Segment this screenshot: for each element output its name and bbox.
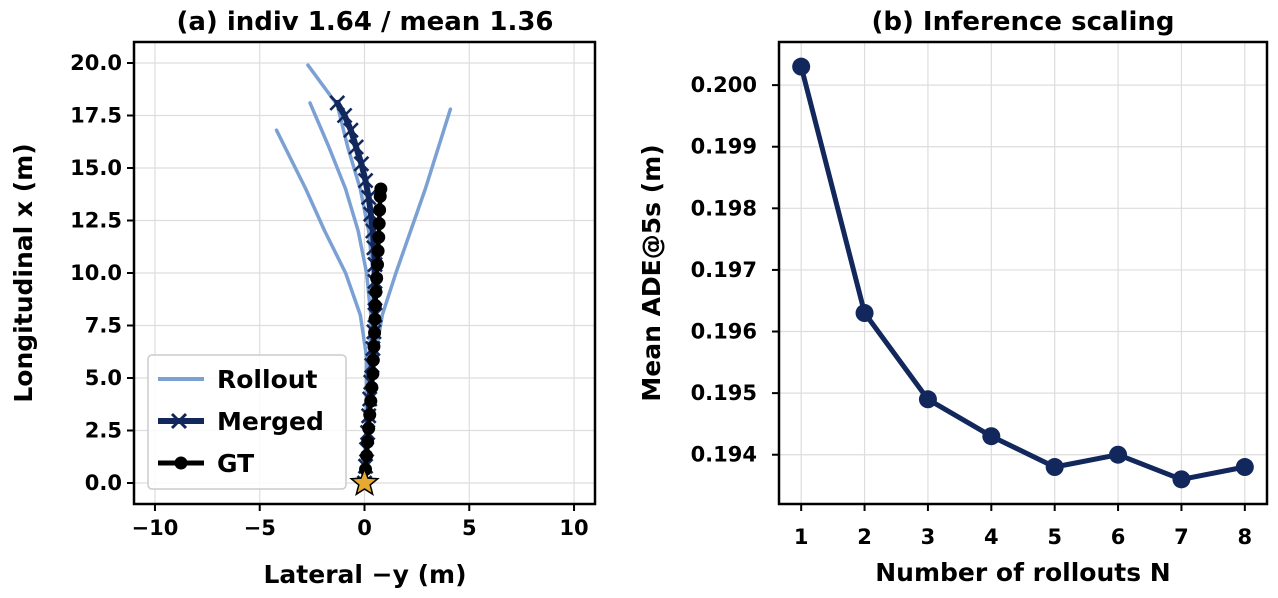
panel-b-ytick-label: 0.200 (691, 73, 757, 97)
gt-point (362, 421, 376, 435)
panel-a-xtick-label: −10 (132, 516, 179, 540)
panel-a-ytick-label: 10.0 (70, 261, 122, 285)
panel-b-title: (b) Inference scaling (872, 7, 1175, 37)
panel-b-ytick-label: 0.194 (691, 443, 757, 467)
panel-a-xtick-label: 5 (462, 516, 477, 540)
gt-point (366, 353, 380, 367)
gt-point (370, 258, 384, 272)
gt-point (364, 394, 378, 408)
panel-b-grid (779, 42, 1267, 504)
legend-rollout-label: Rollout (217, 365, 318, 394)
panel-b-ylabel: Mean ADE@5s (m) (637, 144, 666, 401)
panel-a-ytick-label: 7.5 (85, 314, 122, 338)
panel-a-ticks: −10 −5 0 5 10 0.0 2.5 5.0 7.5 10.0 12.5 15.0 17.5 20.… (70, 51, 588, 540)
ade-point (855, 304, 874, 323)
merged-point (342, 122, 359, 139)
gt-point (360, 449, 374, 463)
panel-b-xtick-label: 4 (984, 525, 999, 549)
merged-point (336, 107, 353, 124)
panel-b-ticks: 1 2 3 4 5 6 7 8 0.194 0.195 0.196 0.197 0.198 0.199 0.… (691, 73, 1253, 549)
panel-a-xtick-label: −5 (244, 516, 276, 540)
panel-b-xtick-label: 2 (857, 525, 872, 549)
legend-gt-marker (174, 456, 188, 470)
panel-b-xtick-label: 6 (1111, 525, 1126, 549)
panel-a-title: (a) indiv 1.64 / mean 1.36 (176, 7, 553, 37)
merged-point (329, 94, 346, 111)
gt-point (359, 462, 373, 476)
legend-gt-label: GT (217, 449, 254, 478)
merged-point (348, 139, 365, 155)
legend-rollout: Rollout (158, 365, 318, 394)
panel-a: −10 −5 0 5 10 0.0 2.5 5.0 7.5 10.0 12.5 15.0 17.5 20.… (9, 7, 597, 589)
gt-point (368, 312, 382, 326)
gt-point (374, 182, 388, 196)
panel-b-xtick-label: 8 (1238, 525, 1253, 549)
merged-point (357, 172, 374, 189)
panel-a-ytick-label: 15.0 (70, 156, 122, 180)
gt-point (361, 435, 375, 449)
panel-a-xlabel: Lateral −y (m) (263, 560, 466, 589)
merged-point (360, 189, 377, 206)
panel-b: 1 2 3 4 5 6 7 8 0.194 0.195 0.196 0.197 0.198 0.199 0.… (637, 7, 1269, 587)
gt-point (368, 299, 382, 313)
panel-b-ytick-label: 0.195 (691, 381, 757, 405)
panel-a-xtick-label: 0 (357, 516, 372, 540)
legend-gt: GT (158, 449, 254, 478)
gt-point (366, 367, 380, 381)
ade-point (918, 390, 937, 409)
gt-point (373, 203, 387, 217)
legend-merged: Merged (158, 407, 324, 436)
start-star-marker (349, 466, 380, 496)
ade-point (1045, 458, 1064, 477)
legend-merged-marker (170, 412, 188, 430)
panel-b-xtick-label: 7 (1174, 525, 1189, 549)
ade-point (792, 57, 811, 76)
gt-point (368, 326, 382, 340)
panel-a-ytick-label: 20.0 (70, 51, 122, 75)
panel-b-ytick-label: 0.197 (691, 258, 757, 282)
panel-b-ytick-label: 0.198 (691, 196, 757, 220)
panel-b-xtick-label: 1 (794, 525, 809, 549)
panel-b-xtick-label: 5 (1047, 525, 1062, 549)
panel-a-ytick-label: 2.5 (85, 419, 122, 443)
panel-a-legend: Rollout Merged GT (147, 354, 347, 490)
gt-point (369, 285, 383, 299)
merged-point (353, 155, 370, 172)
ade-point (1235, 458, 1254, 477)
gt-point (372, 230, 386, 244)
gt-point (363, 408, 377, 422)
gt-point (371, 244, 385, 258)
ade-point (1172, 470, 1191, 489)
legend-merged-label: Merged (217, 407, 324, 436)
panel-a-xtick-label: 10 (559, 516, 588, 540)
ade-line (798, 65, 1246, 482)
gt-point (367, 340, 381, 353)
panel-b-series (792, 57, 1254, 489)
gt-point (370, 271, 384, 285)
gt-point (372, 217, 386, 231)
ade-point (1109, 445, 1128, 464)
gt-point (365, 380, 379, 394)
panel-a-ytick-label: 12.5 (70, 209, 122, 233)
panel-a-ylabel: Longitudinal x (m) (9, 143, 38, 402)
panel-a-ytick-label: 5.0 (85, 366, 122, 390)
legend-box (147, 354, 347, 490)
ade-point (982, 427, 1001, 446)
panel-a-ytick-label: 17.5 (70, 104, 122, 128)
panel-b-frame (777, 40, 1269, 506)
panel-b-xtick-label: 3 (921, 525, 936, 549)
panel-a-ytick-label: 0.0 (85, 471, 122, 495)
panel-b-ytick-label: 0.199 (691, 135, 757, 159)
panel-b-ytick-label: 0.196 (691, 320, 757, 344)
panel-b-xlabel: Number of rollouts N (875, 558, 1170, 587)
panel-a-series (274, 63, 453, 496)
